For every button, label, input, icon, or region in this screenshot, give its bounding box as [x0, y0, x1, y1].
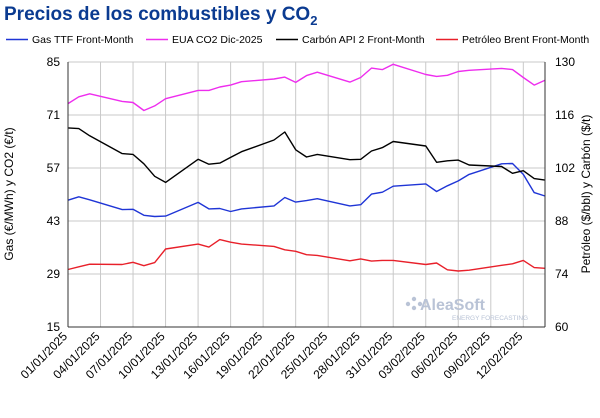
series-line-brent — [67, 238, 546, 272]
series-line-carbon-api2 — [67, 127, 546, 184]
y-right-tick-label: 88 — [555, 214, 569, 228]
x-tick-labels: 01/01/202504/01/202507/01/202510/01/2025… — [18, 329, 526, 382]
grid — [67, 61, 545, 328]
y-right-tick-label: 102 — [555, 161, 575, 175]
watermark: AleaSoft ENERGY FORECASTING — [405, 296, 528, 322]
series-layer — [67, 63, 546, 272]
y-left-tick-labels: 15 29 43 57 71 85 — [47, 55, 61, 334]
axes — [67, 62, 546, 328]
y-right-tick-labels: 60 74 88 102 116 130 — [555, 55, 575, 334]
y-left-tick-label: 57 — [47, 161, 61, 175]
watermark-tagline: ENERGY FORECASTING — [452, 315, 528, 322]
y-right-tick-label: 130 — [555, 55, 575, 69]
watermark-brand: AleaSoft — [420, 297, 486, 314]
series-line-gas-ttf — [67, 162, 546, 218]
series-line-eua-co2 — [67, 63, 546, 112]
legend: Gas TTF Front-Month EUA CO2 Dic-2025 Carbó… — [6, 34, 589, 46]
aleasoft-logo-icon — [405, 296, 423, 311]
y-axis-right-title: Petróleo ($/bbl) y Carbón ($/t) — [579, 115, 593, 274]
y-left-tick-label: 71 — [47, 108, 61, 122]
y-right-tick-label: 60 — [555, 320, 569, 334]
y-right-tick-label: 116 — [555, 108, 574, 122]
chart-title: Precios de los combustibles y CO2 — [4, 4, 317, 28]
legend-label-eua-co2: EUA CO2 Dic-2025 — [172, 34, 263, 46]
y-left-tick-label: 15 — [47, 320, 61, 334]
legend-label-gas-ttf: Gas TTF Front-Month — [32, 34, 133, 46]
y-right-tick-label: 74 — [555, 267, 569, 281]
legend-label-carbon-api2: Carbón API 2 Front-Month — [302, 34, 425, 46]
y-left-tick-label: 29 — [47, 267, 61, 281]
y-left-tick-label: 43 — [47, 214, 61, 228]
chart-title-main: Precios de los combustibles y CO — [4, 4, 311, 25]
y-left-tick-label: 85 — [47, 55, 61, 69]
y-axis-left-title: Gas (€/MWh) y CO2 (€/t) — [2, 127, 16, 260]
chart-title-subscript: 2 — [310, 12, 318, 28]
legend-label-brent: Petróleo Brent Front-Month — [462, 34, 589, 46]
